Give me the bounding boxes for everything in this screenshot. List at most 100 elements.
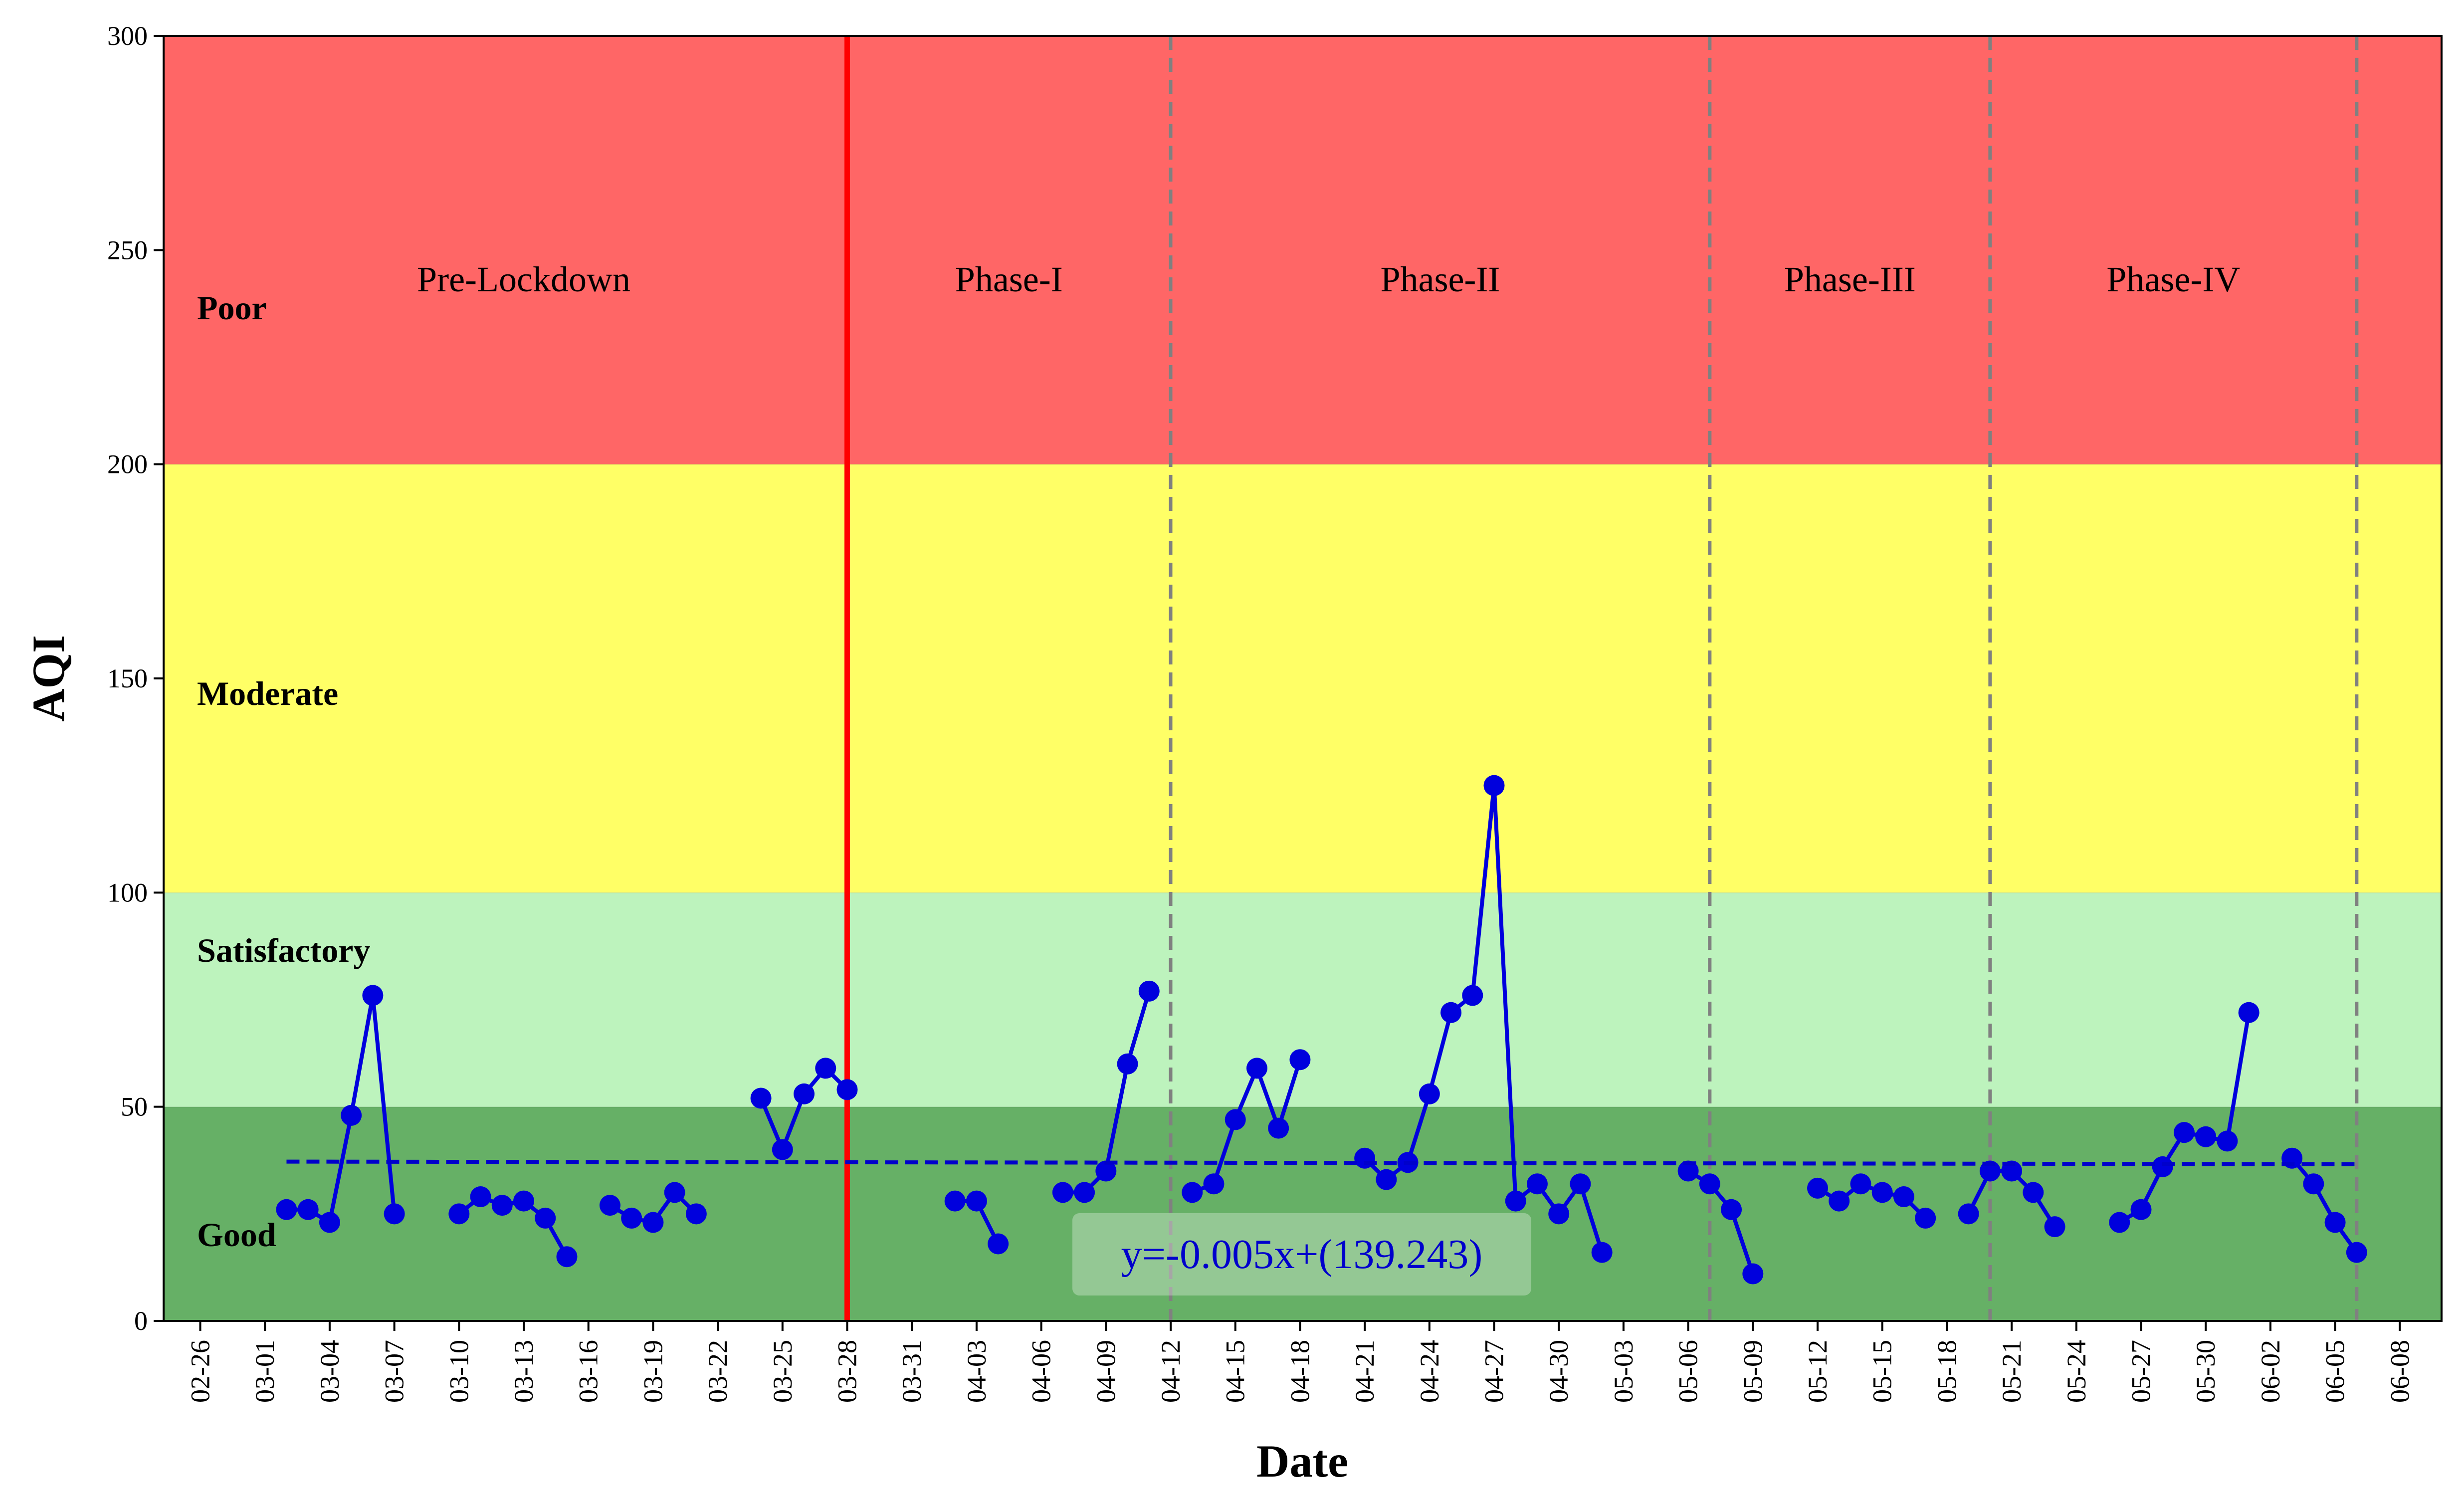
data-point	[1246, 1058, 1267, 1079]
x-tick-label: 06-08	[2385, 1340, 2415, 1403]
data-point	[556, 1246, 578, 1268]
data-point	[1871, 1182, 1893, 1203]
data-point	[944, 1190, 966, 1212]
y-axis-title: AQI	[23, 635, 74, 722]
data-point	[1893, 1186, 1914, 1207]
y-tick-label: 50	[121, 1092, 148, 1122]
x-tick-label: 05-03	[1609, 1340, 1639, 1403]
data-point	[2324, 1212, 2346, 1233]
x-tick-label: 04-06	[1027, 1340, 1056, 1403]
x-tick-label: 05-12	[1803, 1340, 1833, 1403]
x-tick-label: 05-09	[1738, 1340, 1768, 1403]
x-tick-label: 04-12	[1156, 1340, 1186, 1403]
band-label-moderate: Moderate	[197, 674, 338, 712]
band-satisfactory	[164, 892, 2442, 1107]
x-tick-label: 05-27	[2126, 1340, 2156, 1403]
data-point	[1354, 1147, 1376, 1169]
y-tick-label: 250	[107, 235, 148, 265]
x-tick-label: 04-18	[1285, 1340, 1315, 1403]
data-point	[1203, 1173, 1225, 1195]
data-point	[966, 1190, 987, 1212]
phase-label: Phase-II	[1380, 259, 1500, 299]
data-point	[1677, 1160, 1699, 1182]
band-label-good: Good	[197, 1216, 276, 1254]
data-point	[1462, 985, 1483, 1006]
data-point	[297, 1199, 319, 1220]
data-point	[1117, 1053, 1138, 1075]
trendline: y=-0.005x+(139.243)	[286, 1159, 2357, 1296]
data-point	[1526, 1173, 1548, 1195]
data-point	[988, 1233, 1009, 1255]
x-tick-label: 03-16	[574, 1340, 604, 1403]
x-tick-label: 06-05	[2320, 1340, 2350, 1403]
x-tick-label: 04-24	[1415, 1340, 1444, 1403]
data-point	[1138, 980, 1160, 1002]
x-tick-label: 03-31	[897, 1340, 927, 1403]
x-tick-label: 03-22	[703, 1340, 733, 1403]
trendline-equation-box	[1072, 1213, 1531, 1296]
data-point	[1915, 1207, 1936, 1229]
data-point	[535, 1207, 556, 1229]
data-point	[1225, 1109, 1246, 1130]
data-point	[772, 1139, 793, 1160]
y-tick-label: 0	[134, 1306, 148, 1336]
data-point	[1419, 1083, 1440, 1104]
data-point	[2346, 1242, 2367, 1263]
series-line	[1687, 1169, 1755, 1275]
x-tick-label: 05-15	[1867, 1340, 1897, 1403]
data-point	[642, 1212, 664, 1233]
x-tick-label: 05-06	[1673, 1340, 1703, 1403]
data-point	[2195, 1126, 2217, 1147]
x-tick-label: 06-02	[2256, 1340, 2285, 1403]
data-point	[750, 1087, 772, 1109]
data-point	[2001, 1160, 2023, 1182]
data-point	[384, 1203, 405, 1225]
data-point	[513, 1190, 534, 1212]
x-tick-label: 03-01	[250, 1340, 280, 1403]
phase-lines	[844, 36, 2359, 1321]
x-tick-label: 04-30	[1544, 1340, 1574, 1403]
data-point	[1376, 1169, 1397, 1190]
data-point	[621, 1207, 642, 1229]
data-point	[1742, 1263, 1764, 1285]
x-tick-label: 05-21	[1997, 1340, 2027, 1403]
data-point	[2303, 1173, 2324, 1195]
x-tick-label: 05-18	[1932, 1340, 1962, 1403]
band-label-satisfactory: Satisfactory	[197, 931, 370, 969]
band-moderate	[164, 464, 2442, 893]
trendline-equation: y=-0.005x+(139.243)	[1121, 1231, 1483, 1278]
x-tick-label: 05-24	[2061, 1340, 2091, 1403]
y-tick-label: 100	[107, 877, 148, 907]
x-tick-label: 03-07	[380, 1340, 410, 1403]
band-label-poor: Poor	[197, 289, 267, 327]
data-point	[2109, 1212, 2130, 1233]
x-tick-label: 04-21	[1350, 1340, 1380, 1403]
band-poor	[164, 36, 2442, 464]
x-tick-label: 04-09	[1091, 1340, 1121, 1403]
x-axis-title: Date	[1256, 1436, 1348, 1487]
data-point	[1182, 1182, 1203, 1203]
phase-label: Pre-Lockdown	[417, 259, 630, 299]
data-point	[448, 1203, 470, 1225]
data-point	[1505, 1190, 1526, 1212]
x-tick-label: 04-03	[962, 1340, 992, 1403]
data-point	[1958, 1203, 1979, 1225]
data-point	[1095, 1160, 1117, 1182]
data-point	[599, 1195, 620, 1216]
data-point	[2130, 1199, 2152, 1220]
data-point	[1074, 1182, 1095, 1203]
x-tick-label: 02-26	[186, 1340, 215, 1403]
trendline-line	[286, 1159, 2357, 1166]
data-point	[1850, 1173, 1871, 1195]
data-point	[1440, 1002, 1462, 1023]
x-tick-label: 03-19	[638, 1340, 668, 1403]
data-point	[2023, 1182, 2044, 1203]
data-point	[815, 1058, 836, 1079]
aqi-series	[276, 775, 2367, 1285]
y-tick-label: 200	[107, 449, 148, 479]
data-point	[1979, 1160, 2001, 1182]
data-point	[1721, 1199, 1742, 1220]
aqi-bands	[164, 35, 2442, 1321]
chart-labels: Good Satisfactory Moderate Poor Pre-Lockdown…	[197, 259, 2240, 1254]
